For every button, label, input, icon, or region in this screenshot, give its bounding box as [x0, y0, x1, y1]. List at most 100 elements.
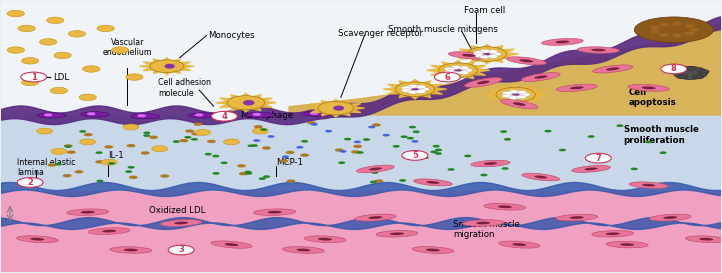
Ellipse shape — [81, 211, 95, 213]
Circle shape — [22, 79, 39, 86]
Circle shape — [479, 49, 490, 53]
Ellipse shape — [593, 65, 632, 73]
Circle shape — [268, 135, 274, 138]
Circle shape — [251, 144, 258, 147]
FancyBboxPatch shape — [1, 82, 721, 191]
Circle shape — [339, 150, 347, 153]
Ellipse shape — [303, 111, 332, 116]
Ellipse shape — [484, 51, 496, 57]
Circle shape — [96, 180, 103, 182]
Text: 2: 2 — [27, 178, 33, 187]
Circle shape — [357, 151, 364, 154]
Text: Monocytes: Monocytes — [209, 31, 255, 40]
Ellipse shape — [585, 168, 598, 170]
Ellipse shape — [318, 238, 332, 241]
Polygon shape — [484, 85, 547, 104]
Ellipse shape — [606, 67, 619, 70]
Circle shape — [344, 138, 351, 140]
Ellipse shape — [642, 184, 656, 186]
Circle shape — [48, 163, 56, 167]
Circle shape — [459, 71, 469, 75]
Ellipse shape — [81, 112, 109, 117]
Circle shape — [480, 174, 487, 176]
Ellipse shape — [477, 222, 490, 224]
Ellipse shape — [304, 236, 346, 242]
Circle shape — [260, 128, 267, 131]
Circle shape — [435, 152, 442, 155]
Polygon shape — [216, 93, 276, 112]
Circle shape — [335, 149, 344, 152]
Circle shape — [370, 181, 377, 183]
Circle shape — [160, 174, 170, 178]
Circle shape — [504, 138, 511, 141]
Ellipse shape — [471, 160, 510, 167]
Ellipse shape — [699, 238, 713, 241]
Text: 7: 7 — [596, 154, 601, 163]
Circle shape — [467, 47, 507, 61]
Ellipse shape — [211, 241, 252, 248]
Ellipse shape — [557, 84, 597, 91]
Circle shape — [559, 149, 566, 151]
Circle shape — [310, 112, 318, 115]
Circle shape — [185, 129, 194, 133]
Circle shape — [258, 177, 266, 180]
Circle shape — [141, 151, 149, 155]
Ellipse shape — [426, 249, 440, 251]
Circle shape — [282, 155, 289, 158]
Circle shape — [212, 155, 219, 158]
Circle shape — [64, 145, 71, 148]
Ellipse shape — [131, 114, 160, 119]
Circle shape — [37, 128, 53, 134]
Ellipse shape — [499, 241, 540, 248]
Circle shape — [371, 171, 378, 174]
Circle shape — [224, 139, 240, 145]
Circle shape — [195, 113, 204, 117]
Circle shape — [383, 134, 390, 136]
Circle shape — [184, 136, 191, 139]
Text: Smooth muscle mitogens: Smooth muscle mitogens — [388, 25, 498, 34]
Ellipse shape — [628, 84, 669, 91]
Circle shape — [191, 132, 200, 135]
Ellipse shape — [522, 173, 560, 181]
Circle shape — [416, 85, 426, 89]
Circle shape — [650, 30, 660, 34]
Circle shape — [448, 168, 455, 171]
Circle shape — [508, 96, 518, 99]
Ellipse shape — [555, 40, 570, 43]
Circle shape — [220, 162, 227, 164]
Circle shape — [87, 112, 95, 115]
Circle shape — [63, 174, 71, 177]
Circle shape — [399, 179, 406, 182]
Circle shape — [438, 63, 478, 78]
Circle shape — [17, 177, 43, 187]
Circle shape — [617, 124, 624, 127]
Circle shape — [671, 69, 683, 74]
Ellipse shape — [427, 181, 440, 184]
Circle shape — [84, 133, 92, 136]
Polygon shape — [455, 44, 518, 64]
Circle shape — [673, 67, 708, 79]
Ellipse shape — [635, 17, 713, 43]
Circle shape — [69, 31, 85, 37]
Circle shape — [143, 134, 150, 137]
Text: 5: 5 — [412, 151, 418, 160]
Circle shape — [451, 71, 461, 75]
Ellipse shape — [606, 241, 648, 248]
Circle shape — [645, 141, 652, 143]
Circle shape — [149, 136, 158, 139]
Ellipse shape — [650, 214, 691, 221]
Circle shape — [684, 24, 695, 28]
Ellipse shape — [556, 214, 598, 221]
Text: Scavenger receptor: Scavenger receptor — [338, 29, 423, 38]
Ellipse shape — [30, 238, 44, 241]
Circle shape — [503, 94, 512, 98]
Circle shape — [44, 113, 53, 117]
Circle shape — [631, 168, 638, 170]
Circle shape — [195, 129, 211, 135]
Ellipse shape — [376, 230, 418, 237]
Polygon shape — [307, 99, 365, 117]
Circle shape — [684, 32, 695, 35]
Circle shape — [689, 28, 699, 32]
Text: Cell adhesion
molecule: Cell adhesion molecule — [158, 78, 211, 97]
Ellipse shape — [642, 87, 656, 89]
